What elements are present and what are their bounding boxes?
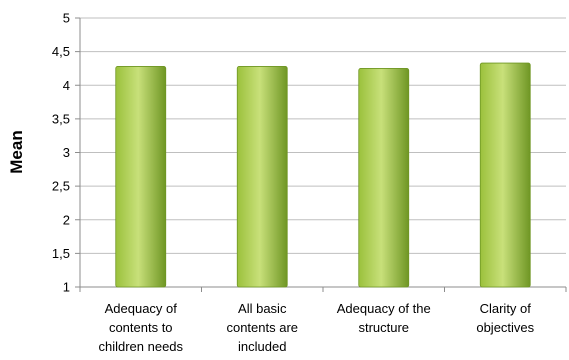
y-tick-label: 4,5 bbox=[52, 44, 70, 59]
y-tick-label: 3,5 bbox=[52, 111, 70, 126]
category-labels: Adequacy of contents to children needs All … bbox=[98, 301, 534, 354]
y-axis-title: Mean bbox=[7, 130, 26, 173]
bars bbox=[115, 62, 531, 288]
y-tick-label: 5 bbox=[63, 11, 70, 26]
y-tick-label: 3 bbox=[63, 145, 70, 160]
bar bbox=[358, 68, 410, 288]
y-tick-label: 1 bbox=[63, 280, 70, 295]
bar bbox=[236, 66, 288, 288]
bar bbox=[115, 66, 167, 288]
category-label: Clarity of objectives bbox=[476, 301, 534, 335]
y-tick-label: 4 bbox=[63, 78, 70, 93]
category-label: Adequacy of the structure bbox=[337, 301, 431, 335]
category-label: All basic contents are included bbox=[226, 301, 298, 354]
category-label: Adequacy of contents to children needs bbox=[98, 301, 183, 354]
bar bbox=[479, 62, 531, 288]
y-tick-label: 2,5 bbox=[52, 179, 70, 194]
y-tick-labels: 1 1,5 2 2,5 3 3,5 4 4,5 5 bbox=[52, 11, 70, 295]
y-tick-label: 2 bbox=[63, 212, 70, 227]
y-tick-label: 1,5 bbox=[52, 246, 70, 261]
